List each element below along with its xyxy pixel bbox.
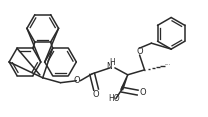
Polygon shape — [121, 75, 128, 90]
Text: O: O — [73, 76, 80, 85]
Text: O: O — [139, 88, 146, 97]
Text: N: N — [106, 62, 112, 71]
Text: O: O — [136, 47, 143, 56]
Text: O: O — [93, 90, 99, 99]
Text: ····: ···· — [164, 62, 170, 67]
Text: H: H — [109, 58, 115, 67]
Text: HO: HO — [108, 94, 120, 103]
